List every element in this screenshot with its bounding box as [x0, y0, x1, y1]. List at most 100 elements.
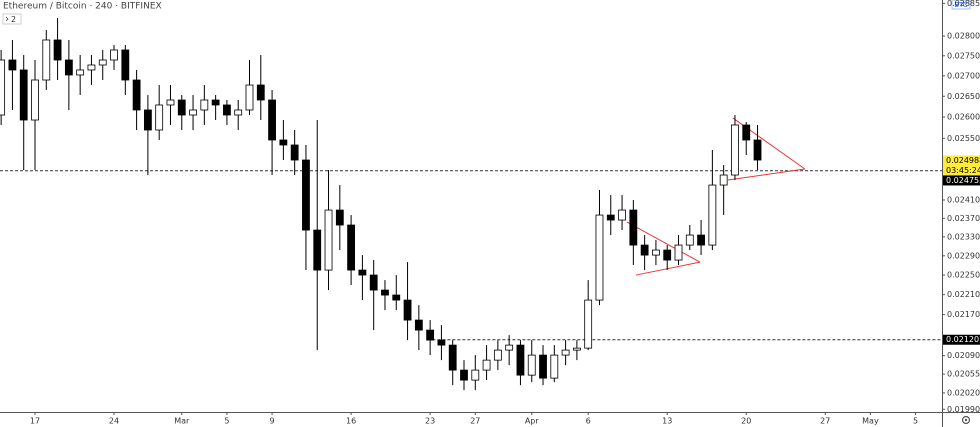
candle-body	[674, 244, 683, 261]
currency-box[interactable]	[951, 0, 971, 10]
indicator-count: 2	[11, 15, 16, 24]
candle-body	[223, 104, 231, 116]
candle-body	[697, 234, 705, 246]
trend-line	[727, 168, 806, 181]
candle-body	[742, 124, 751, 141]
hline-price: 0.021207	[946, 335, 980, 344]
gear-center	[964, 418, 968, 422]
candle-body	[245, 84, 254, 111]
candle-body	[358, 269, 367, 276]
chart-title: Ethereum / Bitcoin · 240 · BITFINEX	[3, 2, 162, 12]
x-tick-label: 17	[30, 417, 40, 426]
candle-body	[19, 69, 28, 121]
candle-body	[584, 299, 593, 349]
gear	[961, 415, 971, 425]
candle-body	[155, 104, 164, 131]
countdown-box	[943, 165, 980, 176]
candle-body	[629, 209, 638, 246]
candle-body	[471, 369, 480, 381]
candle-body	[347, 224, 356, 271]
currency: BTC	[954, 1, 968, 9]
x-tick-label: 24	[109, 417, 119, 426]
candle-body	[189, 109, 197, 116]
x-tick-label: 9	[270, 417, 275, 426]
candle-body	[211, 99, 220, 106]
candle-body	[132, 79, 141, 111]
hline-price-box	[943, 334, 980, 345]
candle-body	[87, 64, 96, 71]
candle-body	[381, 289, 389, 296]
indicator-toggle[interactable]	[2, 13, 22, 25]
candle-body	[200, 99, 209, 111]
candle-body	[403, 299, 412, 321]
x-tick-label: May	[862, 417, 879, 426]
last-price-box	[943, 155, 980, 166]
trend-line	[635, 261, 701, 276]
candle-body	[234, 109, 243, 116]
x-tick-label: 20	[741, 417, 751, 426]
candle-body	[448, 344, 457, 371]
candle-body	[527, 354, 536, 376]
candle-body	[708, 184, 717, 246]
countdown: 03:45:24	[946, 166, 980, 175]
candle-body	[8, 59, 17, 71]
candle-body	[731, 124, 739, 176]
chevron-icon	[5, 16, 9, 22]
candle-body	[0, 59, 6, 116]
candle-body	[98, 59, 107, 66]
x-tick-label: 13	[662, 417, 672, 426]
candle-body	[177, 99, 186, 116]
x-tick-label: 6	[586, 417, 591, 426]
y-tick-label: 0.019900	[947, 405, 980, 414]
trend-line	[626, 221, 701, 263]
x-tick-label: 27	[820, 417, 830, 426]
x-tick-label: Apr	[525, 417, 540, 426]
candle-body	[482, 359, 491, 371]
candle-body	[414, 319, 423, 331]
candle-body	[618, 209, 626, 221]
candle-body	[369, 274, 378, 291]
candle-body	[426, 329, 435, 341]
candle-body	[493, 349, 502, 361]
candle-body	[42, 39, 51, 81]
last-price: 0.024988	[946, 156, 980, 165]
candle-body	[166, 99, 175, 106]
candle-body	[505, 344, 514, 351]
hline-price: 0.024753	[946, 176, 980, 185]
x-tick-label: 16	[346, 417, 356, 426]
candle-body	[335, 209, 344, 226]
x-tick-label: Mar	[174, 417, 190, 426]
candle-body	[110, 49, 118, 61]
candle-body	[437, 339, 446, 346]
settings-icon[interactable]	[961, 415, 971, 425]
hline-price-box	[943, 175, 980, 186]
candle-body	[561, 349, 570, 356]
candle-body	[539, 354, 547, 379]
candle-body	[392, 294, 401, 301]
candle-body	[516, 344, 525, 376]
candle-body	[606, 214, 615, 221]
candle-body	[31, 79, 39, 121]
candle-body	[550, 354, 559, 379]
candle-body	[324, 209, 333, 271]
candle-body	[572, 347, 581, 351]
candle-body	[256, 84, 265, 101]
candle-body	[143, 109, 152, 131]
candle-body	[121, 49, 130, 81]
